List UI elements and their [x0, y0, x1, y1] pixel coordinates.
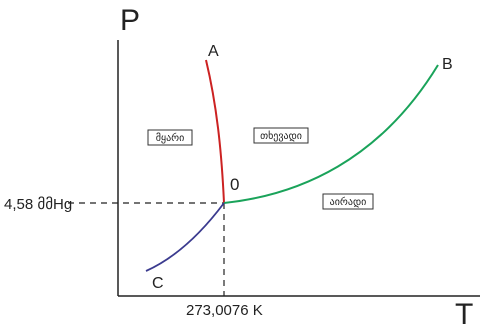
- liquid-region-label: თხევადი: [260, 130, 302, 142]
- triple-point-label: 0: [230, 175, 239, 194]
- curve-b-vaporization: [223, 64, 439, 204]
- solid-region-label: მყარი: [156, 132, 185, 144]
- y-axis-label: P: [120, 4, 140, 37]
- solid-region-box: [147, 129, 193, 146]
- curve-b-label: B: [442, 56, 453, 73]
- gas-region-box: [322, 193, 374, 210]
- temperature-tick-label: 273,0076 K: [186, 302, 263, 319]
- curve-c-label: C: [152, 275, 164, 292]
- curve-c-sublimation: [145, 202, 225, 272]
- x-axis-label: T: [455, 298, 473, 326]
- curve-a-label: A: [208, 43, 219, 60]
- gas-region-label: აირადი: [330, 196, 367, 208]
- pressure-tick-label: 4,58 მმHg: [4, 196, 72, 213]
- curve-a-melting: [205, 59, 225, 204]
- liquid-region-box: [253, 127, 309, 144]
